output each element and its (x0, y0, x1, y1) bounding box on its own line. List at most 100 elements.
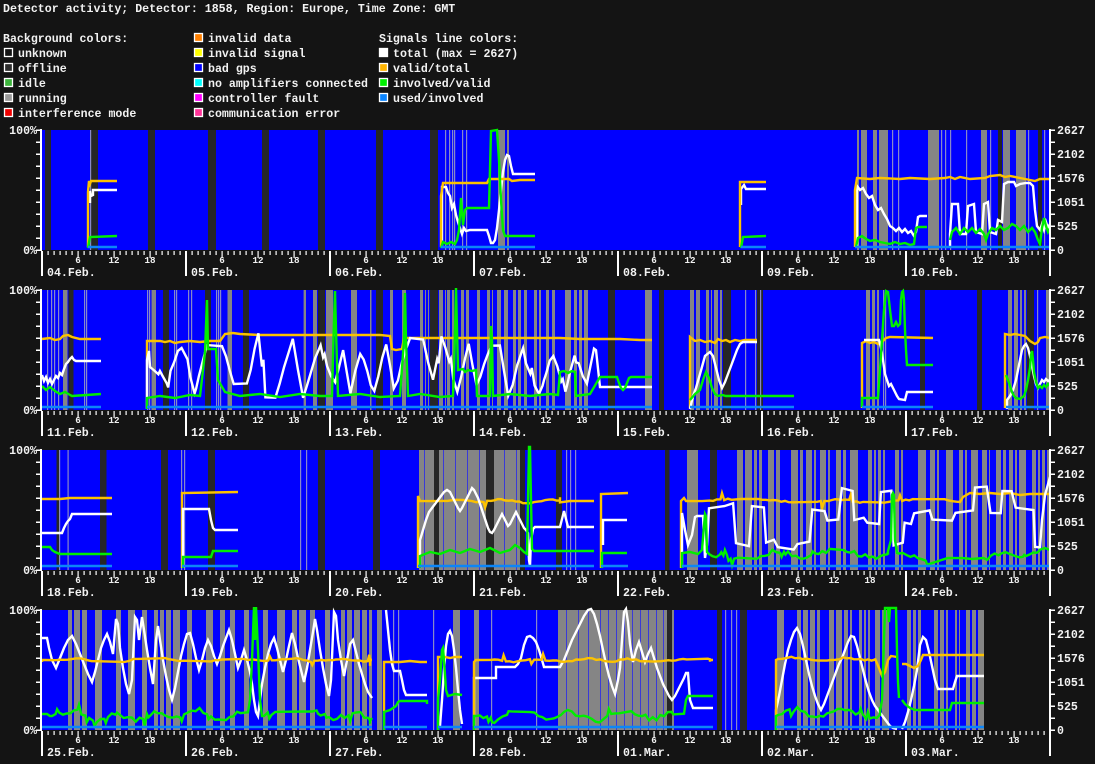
svg-text:6: 6 (939, 735, 945, 746)
svg-text:6: 6 (795, 415, 801, 426)
svg-text:2627: 2627 (1057, 285, 1085, 298)
svg-text:running: running (18, 93, 67, 106)
svg-text:6: 6 (795, 735, 801, 746)
svg-text:03.Mar.: 03.Mar. (911, 747, 960, 760)
svg-text:12: 12 (108, 255, 119, 266)
svg-text:12: 12 (684, 575, 695, 586)
svg-text:Detector activity; Detector: 1: Detector activity; Detector: 1858, Regio… (3, 3, 455, 16)
svg-text:05.Feb.: 05.Feb. (191, 267, 240, 280)
svg-text:6: 6 (651, 735, 657, 746)
svg-text:525: 525 (1057, 221, 1078, 234)
svg-text:12: 12 (972, 415, 983, 426)
svg-text:21.Feb.: 21.Feb. (479, 587, 528, 600)
svg-text:07.Feb.: 07.Feb. (479, 267, 528, 280)
svg-text:1051: 1051 (1057, 357, 1085, 370)
svg-text:1576: 1576 (1057, 333, 1085, 346)
svg-text:1051: 1051 (1057, 677, 1085, 690)
svg-text:0: 0 (1057, 725, 1064, 738)
svg-text:12: 12 (684, 735, 695, 746)
svg-text:12: 12 (396, 575, 407, 586)
svg-text:12: 12 (108, 735, 119, 746)
svg-text:18: 18 (720, 575, 732, 586)
svg-text:6: 6 (651, 575, 657, 586)
svg-text:offline: offline (18, 63, 67, 76)
svg-text:communication error: communication error (208, 108, 340, 121)
svg-text:interference mode: interference mode (18, 108, 136, 121)
svg-text:1576: 1576 (1057, 173, 1085, 186)
svg-text:14.Feb.: 14.Feb. (479, 427, 528, 440)
svg-text:2627: 2627 (1057, 125, 1085, 138)
svg-text:no amplifiers connected: no amplifiers connected (208, 78, 368, 91)
svg-text:0%: 0% (23, 725, 37, 738)
svg-text:0%: 0% (23, 245, 37, 258)
svg-text:100%: 100% (9, 285, 37, 298)
svg-text:6: 6 (75, 255, 81, 266)
svg-text:6: 6 (795, 255, 801, 266)
svg-text:controller fault: controller fault (208, 93, 319, 106)
svg-text:used/involved: used/involved (393, 93, 483, 106)
svg-text:12: 12 (396, 255, 407, 266)
svg-text:12: 12 (396, 415, 407, 426)
svg-text:18: 18 (144, 255, 156, 266)
svg-text:12: 12 (684, 415, 695, 426)
svg-text:12: 12 (828, 575, 839, 586)
svg-text:12: 12 (828, 415, 839, 426)
svg-text:02.Mar.: 02.Mar. (767, 747, 816, 760)
svg-text:6: 6 (363, 415, 369, 426)
svg-text:17.Feb.: 17.Feb. (911, 427, 960, 440)
svg-text:18: 18 (432, 415, 444, 426)
svg-text:1576: 1576 (1057, 493, 1085, 506)
svg-text:100%: 100% (9, 445, 37, 458)
svg-text:12: 12 (108, 415, 119, 426)
svg-text:18: 18 (576, 415, 588, 426)
svg-text:12: 12 (108, 575, 119, 586)
svg-text:6: 6 (651, 255, 657, 266)
svg-text:6: 6 (651, 415, 657, 426)
svg-text:18: 18 (720, 255, 732, 266)
svg-text:18: 18 (864, 735, 876, 746)
svg-text:26.Feb.: 26.Feb. (191, 747, 240, 760)
svg-text:11.Feb.: 11.Feb. (47, 427, 96, 440)
svg-text:1576: 1576 (1057, 653, 1085, 666)
svg-text:12: 12 (972, 255, 983, 266)
svg-text:6: 6 (507, 255, 513, 266)
svg-text:6: 6 (219, 415, 225, 426)
svg-text:12: 12 (540, 255, 551, 266)
svg-text:6: 6 (219, 575, 225, 586)
svg-text:28.Feb.: 28.Feb. (479, 747, 528, 760)
svg-text:bad gps: bad gps (208, 63, 257, 76)
svg-text:18: 18 (432, 255, 444, 266)
svg-text:16.Feb.: 16.Feb. (767, 427, 816, 440)
svg-text:0%: 0% (23, 565, 37, 578)
svg-text:18: 18 (1008, 575, 1020, 586)
svg-text:6: 6 (939, 255, 945, 266)
svg-text:12: 12 (252, 575, 263, 586)
svg-text:06.Feb.: 06.Feb. (335, 267, 384, 280)
svg-text:6: 6 (363, 255, 369, 266)
svg-text:6: 6 (75, 735, 81, 746)
svg-text:12.Feb.: 12.Feb. (191, 427, 240, 440)
svg-text:12: 12 (828, 735, 839, 746)
svg-text:12: 12 (252, 735, 263, 746)
svg-text:09.Feb.: 09.Feb. (767, 267, 816, 280)
svg-text:18: 18 (1008, 415, 1020, 426)
svg-text:01.Mar.: 01.Mar. (623, 747, 672, 760)
svg-text:2627: 2627 (1057, 445, 1085, 458)
svg-text:18: 18 (864, 415, 876, 426)
svg-text:18: 18 (432, 735, 444, 746)
svg-text:18: 18 (288, 255, 300, 266)
svg-text:6: 6 (75, 575, 81, 586)
svg-text:2102: 2102 (1057, 149, 1085, 162)
svg-text:04.Feb.: 04.Feb. (47, 267, 96, 280)
svg-text:18: 18 (720, 415, 732, 426)
svg-text:12: 12 (540, 415, 551, 426)
svg-text:6: 6 (219, 735, 225, 746)
svg-text:100%: 100% (9, 605, 37, 618)
svg-text:6: 6 (507, 575, 513, 586)
svg-text:18: 18 (288, 575, 300, 586)
svg-text:27.Feb.: 27.Feb. (335, 747, 384, 760)
svg-text:0: 0 (1057, 565, 1064, 578)
svg-text:Signals line colors:: Signals line colors: (379, 33, 518, 46)
svg-text:6: 6 (939, 575, 945, 586)
svg-text:2102: 2102 (1057, 469, 1085, 482)
